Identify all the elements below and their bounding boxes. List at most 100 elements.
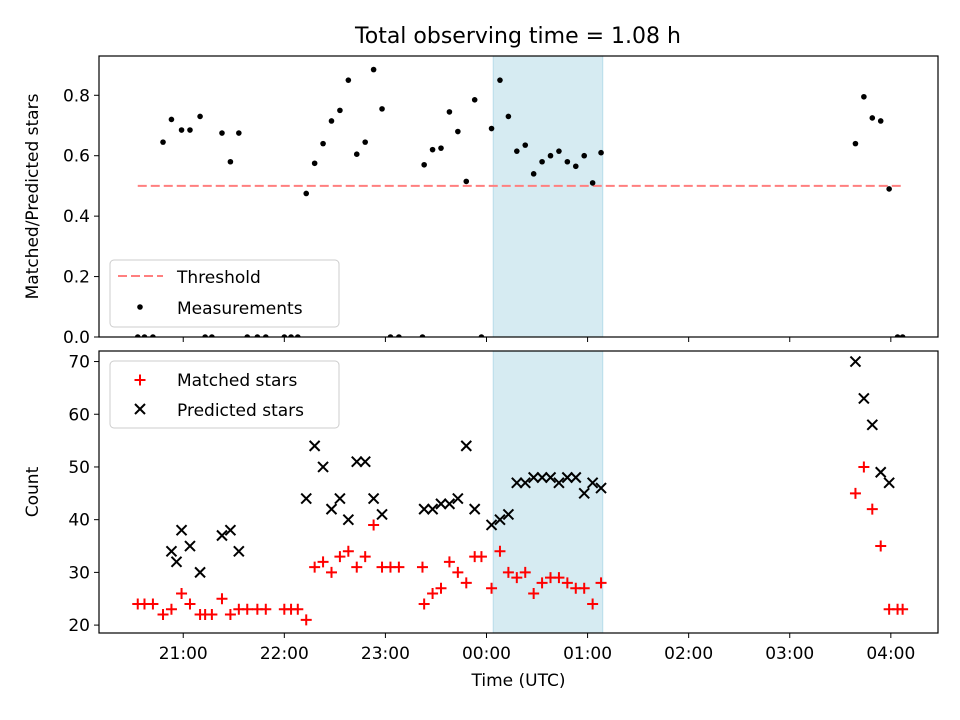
matched-star-point <box>578 582 590 594</box>
predicted-star-point <box>849 355 862 368</box>
predicted-star-point <box>875 466 887 478</box>
x-tick-label: 23:00 <box>361 644 410 664</box>
matched-star-point <box>351 561 363 573</box>
predicted-star-point <box>359 455 371 468</box>
matched-star-point <box>849 487 861 499</box>
matched-star-point <box>502 566 514 578</box>
matched-star-point <box>184 598 196 610</box>
measurement-point <box>244 334 251 337</box>
predicted-star-point <box>342 513 355 526</box>
measurement-point <box>236 130 242 136</box>
axes-frame <box>98 350 939 634</box>
measurement-point <box>530 171 537 177</box>
matched-star-point <box>519 566 531 578</box>
legend-box <box>109 360 340 429</box>
measurement-point <box>564 158 571 165</box>
predicted-star-point <box>325 503 338 515</box>
observing-window-shade <box>492 55 604 338</box>
y-tick-label: 0.4 <box>63 207 90 227</box>
matched-star-point <box>494 545 506 557</box>
measurement-point <box>219 130 225 136</box>
measurement-point <box>899 334 906 337</box>
measurement-point <box>209 334 215 337</box>
measurement-point <box>522 142 529 148</box>
matched-star-point <box>241 603 253 615</box>
matched-star-point <box>157 609 169 621</box>
predicted-star-point <box>586 477 599 489</box>
measurement-point <box>197 113 203 120</box>
y-tick-label: 70 <box>68 353 90 373</box>
predicted-star-point <box>165 545 178 558</box>
predicted-star-point <box>426 503 439 515</box>
x-tick-label: 04:00 <box>866 644 915 664</box>
measurement-point <box>861 93 867 100</box>
measurement-point <box>598 149 604 156</box>
x-tick-label: 21:00 <box>159 644 208 664</box>
measurement-point <box>547 152 554 159</box>
predicted-star-point <box>376 508 388 521</box>
matched-star-point <box>536 577 548 589</box>
matched-star-point <box>393 561 405 573</box>
y-tick-label: 0.8 <box>63 86 90 106</box>
matched-star-point <box>418 598 430 610</box>
legend-matched-swatch <box>134 374 146 386</box>
figure-title: Total observing time = 1.08 h <box>354 24 681 49</box>
x-tick-label: 00:00 <box>462 644 511 664</box>
measurement-point <box>295 334 301 337</box>
measurement-point <box>178 127 185 133</box>
predicted-star-point <box>452 492 464 505</box>
legend: Threshold Measurements <box>109 259 340 328</box>
matched-star-point <box>368 519 380 531</box>
series-matched-stars <box>132 461 909 626</box>
predicted-star-point <box>595 482 607 494</box>
matched-star-point <box>224 609 236 621</box>
legend-threshold-label: Threshold <box>176 268 261 288</box>
matched-star-point <box>866 503 878 515</box>
predicted-star-point <box>883 477 895 489</box>
y-tick-label: 0.0 <box>63 328 90 348</box>
measurement-point <box>288 334 294 337</box>
matched-star-point <box>325 566 337 578</box>
y-tick-label: 40 <box>68 511 90 531</box>
matched-star-point <box>435 582 447 594</box>
predicted-star-point <box>866 419 879 431</box>
x-tick-label: 02:00 <box>664 644 713 664</box>
predicted-star-point <box>184 540 196 552</box>
matched-star-point <box>897 603 909 615</box>
x-tick-label: 01:00 <box>563 644 612 664</box>
matched-star-point <box>292 603 304 615</box>
count-panel: 20 30 40 50 60 70 21:00 22:00 23:00 00:00 01:00 02:… <box>23 350 939 691</box>
predicted-star-point <box>858 392 870 405</box>
measurement-point <box>572 163 579 170</box>
y-tick-label: 20 <box>68 616 90 636</box>
measurement-point <box>353 151 360 157</box>
legend-measurement-label: Measurements <box>177 299 303 319</box>
measurement-point <box>446 109 453 115</box>
predicted-star-point <box>494 513 506 526</box>
measurement-point <box>497 77 503 83</box>
y-axis-label: Count <box>23 466 43 517</box>
measurement-point <box>150 334 156 337</box>
measurement-point <box>168 116 175 123</box>
matched-star-point <box>176 587 188 599</box>
matched-star-point <box>452 566 464 578</box>
measurement-point <box>328 118 335 124</box>
y-tick-label: 60 <box>68 405 90 425</box>
predicted-star-point <box>544 471 557 484</box>
measurement-point <box>311 160 318 167</box>
matched-star-point <box>342 545 354 557</box>
measurement-point <box>455 128 461 135</box>
measurement-point <box>463 178 470 185</box>
predicted-star-point <box>308 440 321 452</box>
predicted-star-point <box>511 477 523 489</box>
plot-area <box>132 355 909 626</box>
matched-star-point <box>587 598 599 610</box>
matched-star-point <box>165 603 177 615</box>
matched-star-point <box>511 572 523 584</box>
matched-star-point <box>553 572 565 584</box>
predicted-star-point <box>233 545 245 558</box>
matched-star-point <box>216 593 228 605</box>
predicted-star-point <box>435 498 447 510</box>
measurement-point <box>187 127 193 133</box>
